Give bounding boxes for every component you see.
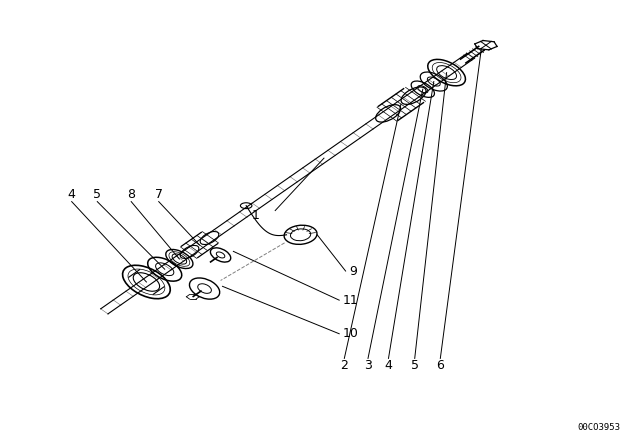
Text: 10: 10: [342, 327, 358, 340]
Text: 5: 5: [93, 188, 101, 202]
Text: 11: 11: [342, 293, 358, 307]
Text: 7: 7: [155, 188, 163, 202]
Text: 4: 4: [385, 358, 392, 372]
Text: 00CO3953: 00CO3953: [577, 423, 620, 432]
Text: 8: 8: [127, 188, 135, 202]
Text: 1: 1: [252, 208, 260, 222]
Text: 4: 4: [68, 188, 76, 202]
Text: 2: 2: [340, 358, 348, 372]
Text: 5: 5: [411, 358, 419, 372]
Text: 6: 6: [436, 358, 444, 372]
Text: 3: 3: [364, 358, 372, 372]
Text: 9: 9: [349, 264, 356, 278]
